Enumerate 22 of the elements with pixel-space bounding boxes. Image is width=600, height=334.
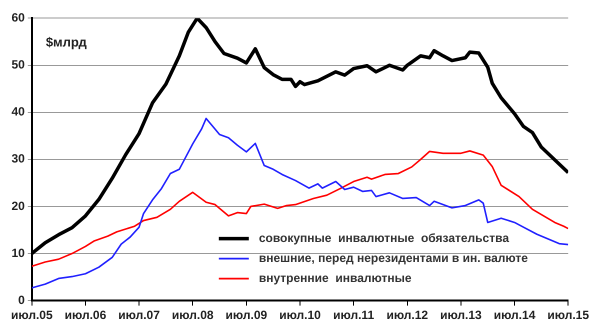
x-tick-label: июл.08 [172,308,214,322]
x-tick-label: июл.11 [333,308,374,322]
x-tick-label: июл.10 [279,308,322,322]
legend-label: совокупные инвалютные обязательства [258,230,510,245]
x-tick-label: июл.09 [226,308,268,322]
legend-label: внутренние инвалютные [258,270,412,285]
y-tick-label: 30 [11,152,26,166]
y-tick-label: 10 [11,246,26,260]
y-tick-label: 50 [11,58,26,72]
x-tick-label: июл.07 [118,308,160,322]
x-tick-label: июл.06 [64,308,107,322]
x-tick-label: июл.05 [10,308,53,322]
x-tick-label: июл.14 [494,308,536,322]
y-tick-label: 20 [11,198,26,213]
y-tick-label: 60 [11,10,26,25]
x-tick-label: июл.15 [547,308,590,322]
y-axis-title: $млрд [46,34,88,50]
y-tick-label: 0 [18,292,26,307]
legend-label: внешние, перед нерезидентами в ин. валюте [258,250,528,265]
x-tick-label: июл.12 [386,308,428,322]
x-tick-label: июл.13 [440,308,482,322]
y-tick-label: 40 [11,104,26,119]
